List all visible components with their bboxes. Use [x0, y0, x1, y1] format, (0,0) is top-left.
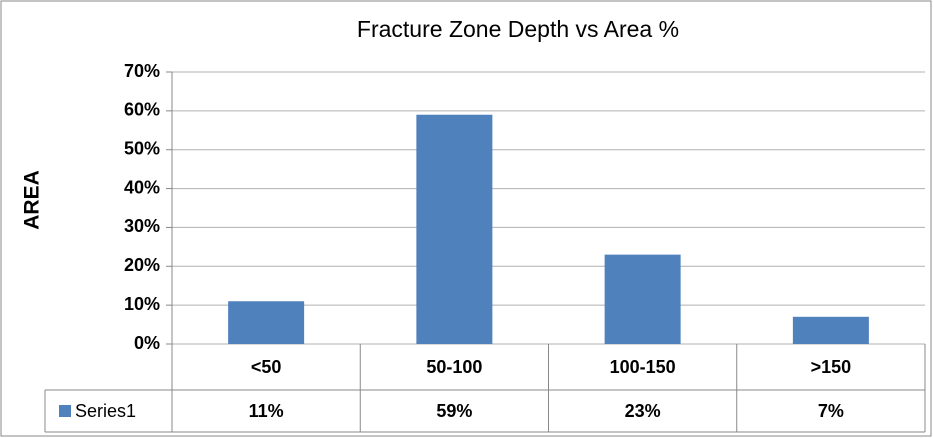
y-tick-label: 10% — [124, 294, 160, 314]
bar — [604, 254, 681, 344]
chart-title: Fracture Zone Depth vs Area % — [357, 16, 679, 42]
data-label: 7% — [818, 401, 844, 421]
y-tick-label: 70% — [124, 61, 160, 81]
y-tick-label: 30% — [124, 216, 160, 236]
y-axis-label: AREA — [21, 170, 44, 230]
x-tick-label: <50 — [251, 357, 282, 377]
x-tick-label: 50-100 — [426, 357, 482, 377]
bar — [228, 301, 305, 344]
legend-swatch — [59, 405, 71, 417]
y-tick-label: 20% — [124, 255, 160, 275]
bar — [416, 114, 493, 344]
bar — [792, 316, 869, 344]
data-label: 23% — [625, 401, 661, 421]
y-tick-label: 0% — [134, 333, 160, 353]
data-label: 59% — [436, 401, 472, 421]
x-tick-label: >150 — [811, 357, 852, 377]
legend-label: Series1 — [75, 401, 136, 421]
y-tick-label: 40% — [124, 177, 160, 197]
data-label: 11% — [249, 401, 284, 421]
x-tick-label: 100-150 — [610, 357, 676, 377]
y-tick-label: 50% — [124, 138, 160, 158]
y-tick-label: 60% — [124, 100, 160, 120]
